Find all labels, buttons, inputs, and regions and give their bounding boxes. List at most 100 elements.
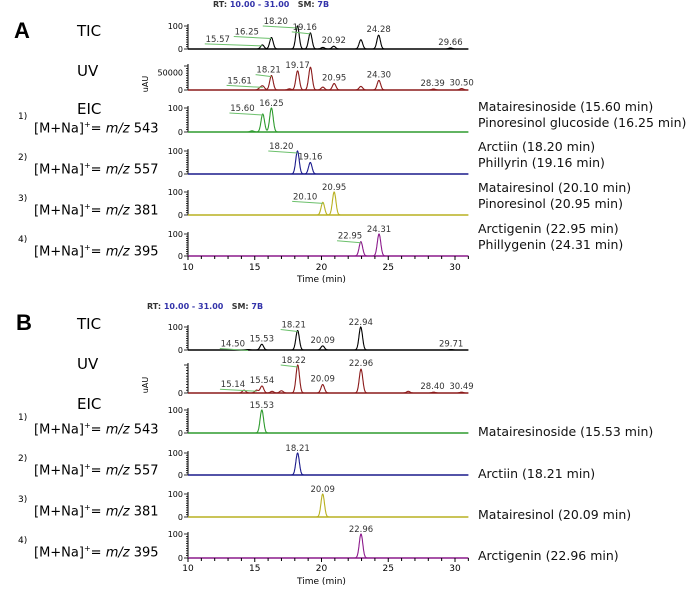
peak-label: 24.31 (367, 225, 391, 235)
x-tick-label: 10 (182, 263, 194, 273)
peak-label: 15.54 (250, 376, 274, 386)
trace-eic-3: 0 100 20.10 20.95 (168, 183, 469, 220)
peak-leader-line (204, 43, 263, 47)
trace-line (188, 409, 469, 434)
uv-label-a: UV (77, 62, 99, 80)
compound-annotation: Matairesinol (20.09 min) (478, 507, 631, 523)
peak-leader-line (292, 200, 323, 204)
equals: = (90, 504, 106, 520)
peak-label: 22.95 (338, 232, 362, 242)
peak-leader-line (229, 112, 263, 116)
trace-tic: 0 100 14.50 15.53 18.21 20.09 22.94 29.71 (168, 318, 469, 355)
compound-annotation: Arctiin (18.20 min) Phillyrin (19.16 min) (478, 139, 605, 171)
y-tick-label: 100 (168, 188, 183, 197)
y-tick-label: 0 (178, 128, 183, 137)
sm-value: 7B (317, 0, 330, 9)
mz-label: m/z (105, 504, 130, 520)
y-tick-label: 0 (178, 513, 183, 522)
peak-leader-line (262, 25, 298, 29)
row-number: 4) (18, 235, 28, 245)
panel-letter-b: B (16, 310, 32, 335)
peak-label: 20.09 (311, 336, 335, 346)
peak-label: 22.94 (349, 318, 373, 328)
peak-label: 20.92 (322, 36, 346, 46)
charge: + (83, 202, 91, 211)
y-axis-label: uAU (141, 377, 150, 394)
y-tick-label: 0 (178, 252, 183, 261)
rt-range: 10.00 - 31.00 (163, 302, 224, 311)
charge: + (83, 161, 91, 170)
compound-annotation: Matairesinoside (15.53 min) (478, 424, 653, 440)
x-tick-label: 25 (383, 564, 394, 574)
charge: + (83, 544, 91, 553)
compound-label: Pinoresinol glucoside (16.25 min) (478, 115, 687, 130)
peak-label: 19.16 (293, 23, 317, 33)
row-number: 1) (18, 112, 28, 122)
ion-formula: [M+Na]+= m/z 557 (34, 161, 159, 177)
trace-line (188, 150, 469, 175)
uv-label-b: UV (77, 355, 99, 373)
y-tick-label: 0 (178, 429, 183, 438)
compound-label: Arctigenin (22.96 min) (478, 548, 619, 563)
peak-label: 15.53 (250, 334, 274, 344)
rt-label: RT: (147, 302, 162, 311)
peak-label: 19.17 (285, 61, 309, 71)
trace-eic-2: 0 100 18.21 (168, 444, 469, 480)
ion-formula: [M+Na]+= m/z 543 (34, 120, 159, 136)
equals: = (90, 463, 106, 479)
x-tick-label: 20 (316, 564, 328, 574)
peak-label: 19.16 (298, 153, 322, 163)
trace-line (188, 452, 469, 476)
ion: [M+Na] (34, 121, 84, 137)
rt-header-a: RT: 10.00 - 31.00 SM: 7B (213, 0, 329, 9)
peak-label: 18.20 (269, 142, 293, 152)
trace-eic-3: 0 100 20.09 (168, 485, 469, 522)
mz-label: m/z (105, 162, 130, 178)
compound-label: Matairesinol (20.09 min) (478, 507, 632, 522)
trace-line (188, 191, 469, 216)
x-tick-label: 10 (182, 564, 194, 574)
peak-label: 20.09 (311, 375, 335, 385)
ion-formula: [M+Na]+= m/z 543 (34, 421, 159, 437)
y-tick-label: 100 (168, 449, 183, 458)
y-tick-label: 0 (178, 86, 183, 95)
charge: + (83, 421, 91, 430)
compound-annotation: Arctigenin (22.96 min) (478, 548, 619, 564)
x-axis-title: Time (min) (296, 275, 346, 285)
peak-label: 15.57 (206, 35, 230, 45)
row-number: 2) (18, 153, 28, 163)
equals: = (90, 203, 106, 219)
row-number: 3) (18, 194, 28, 204)
peak-label: 24.30 (367, 70, 391, 80)
ion-formula: [M+Na]+= m/z 395 (34, 544, 159, 560)
ion: [M+Na] (34, 463, 84, 479)
row-number: 3) (18, 495, 28, 505)
mass: 543 (129, 121, 159, 137)
peak-label: 15.61 (227, 76, 251, 86)
x-tick-label: 15 (249, 263, 260, 273)
peak-label: 20.95 (322, 74, 346, 84)
ion-formula: [M+Na]+= m/z 557 (34, 462, 159, 478)
x-axis-title: Time (min) (296, 577, 346, 587)
peak-label: 16.25 (235, 28, 259, 38)
compound-annotation: Matairesinol (20.10 min) Pinoresinol (20.… (478, 180, 631, 212)
x-tick-label: 25 (383, 263, 394, 273)
mass: 395 (129, 244, 159, 260)
trace-uv: 0 uAU 15.14 15.54 18.22 20.09 22.96 28.40 30.49 (141, 356, 474, 398)
compound-label: Arctiin (18.20 min) (478, 139, 596, 154)
peak-leader-line (226, 84, 263, 88)
peak-label: 30.50 (450, 79, 474, 89)
charge: + (83, 462, 91, 471)
mz-label: m/z (105, 463, 130, 479)
x-tick-label: 30 (449, 564, 461, 574)
equals: = (90, 162, 106, 178)
tic-label-a: TIC (77, 22, 102, 40)
mz-label: m/z (105, 422, 130, 438)
peak-leader-line (336, 240, 361, 244)
ion: [M+Na] (34, 504, 84, 520)
trace-line (188, 233, 469, 257)
trace-eic-1: 0 100 15.53 (168, 401, 469, 438)
y-axis-label: uAU (141, 76, 150, 93)
compound-annotation: Arctiin (18.21 min) (478, 466, 595, 482)
